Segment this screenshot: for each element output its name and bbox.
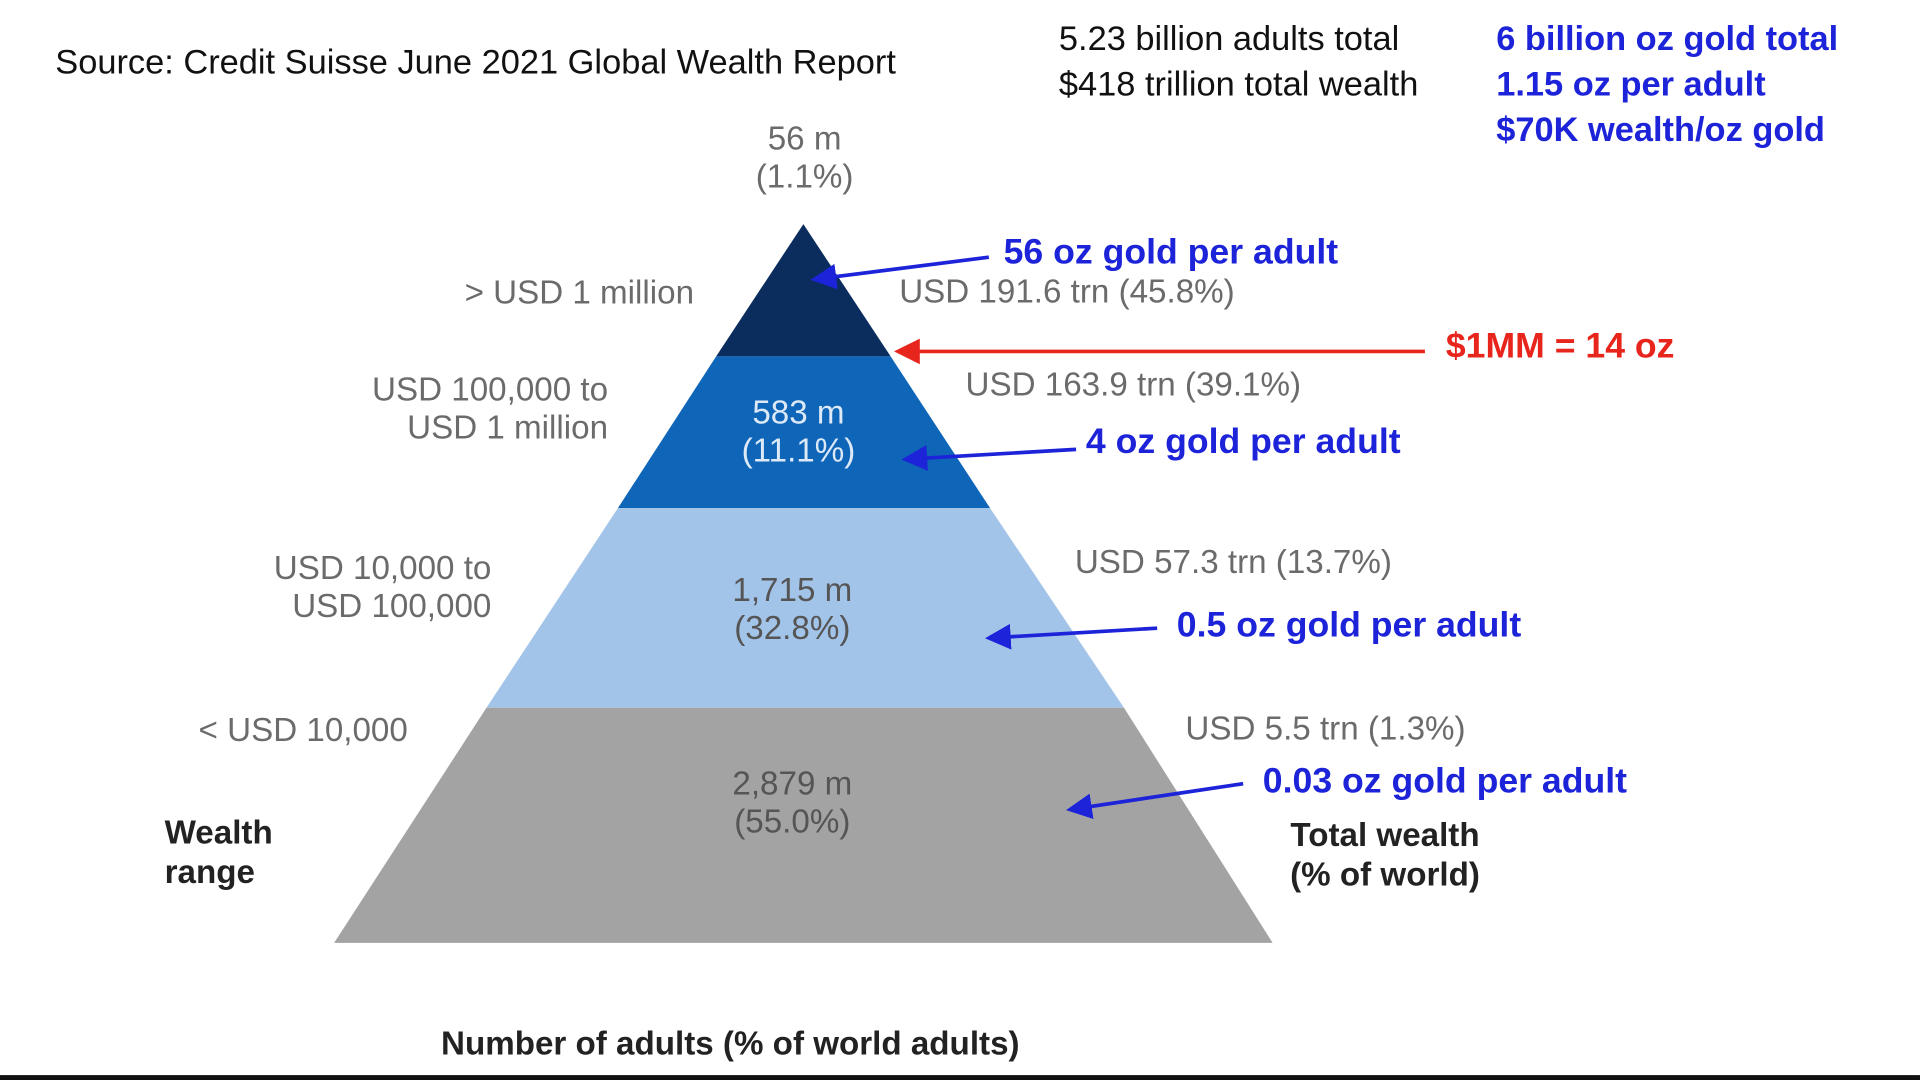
- tier-4-count: 2,879 m (55.0%): [700, 765, 884, 842]
- tier-1-wealth: USD 191.6 trn (45.8%): [899, 273, 1235, 310]
- tier-1-range: > USD 1 million: [369, 274, 695, 312]
- threshold-note: $1MM = 14 oz: [1445, 326, 1675, 367]
- total-wealth: $418 trillion total wealth: [1058, 64, 1419, 103]
- tier-3-band: [486, 508, 1124, 708]
- tier-3-wealth: USD 57.3 trn (13.7%): [1074, 543, 1392, 581]
- wealth-range-line-2: range: [164, 853, 255, 891]
- tier-1-range-line-1: > USD 1 million: [464, 274, 695, 312]
- tier-3-count: 1,715 m (32.8%): [700, 572, 884, 649]
- total-wealth-axis-label: Total wealth (% of world): [1265, 816, 1505, 895]
- source-text: Source: Credit Suisse June 2021 Global W…: [55, 42, 896, 81]
- gold-per-adult: 1.15 oz per adult: [1496, 64, 1766, 103]
- arrow-tier-4: [1066, 781, 1244, 820]
- tier-1-gold-note: 56 oz gold per adult: [1003, 232, 1339, 272]
- wealth-range-axis-label: Wealth range: [165, 813, 273, 892]
- tier-1-count: 56 m (1.1%): [737, 120, 872, 197]
- totals-block: 5.23 billion adults total $418 trillion …: [1059, 17, 1418, 107]
- tier-2-band: [617, 356, 991, 509]
- gold-stats-block: 6 billion oz gold total 1.15 oz per adul…: [1496, 17, 1838, 153]
- tier-3-range-line-1: USD 10,000 to: [273, 549, 492, 587]
- gold-total: 6 billion oz gold total: [1496, 19, 1839, 58]
- tier-2-range: USD 100,000 to USD 1 million: [246, 371, 608, 448]
- arrow-tier-2: [901, 445, 1077, 471]
- tier-4-share: (55.0%): [734, 803, 851, 841]
- wealth-per-oz: $70K wealth/oz gold: [1496, 110, 1825, 149]
- tier-4-wealth: USD 5.5 trn (1.3%): [1185, 710, 1466, 747]
- tier-4-range-line-1: < USD 10,000: [198, 711, 408, 749]
- bottom-rule: [0, 1075, 1920, 1080]
- tier-2-range-line-2: USD 1 million: [407, 409, 609, 447]
- arrow-tier-3: [984, 623, 1158, 650]
- adults-axis-label: Number of adults (% of world adults): [440, 1024, 1020, 1062]
- tier-4-band: [334, 707, 1273, 943]
- tier-1-band: [716, 224, 891, 357]
- tier-4-adults: 2,879 m: [732, 765, 853, 803]
- total-wealth-line-2: (% of world): [1290, 856, 1480, 894]
- wealth-range-line-1: Wealth: [164, 814, 273, 852]
- tier-4-range: < USD 10,000: [123, 711, 408, 749]
- tier-2-adults: 583 m: [752, 394, 845, 432]
- arrow-tier-1: [810, 255, 990, 290]
- tier-3-gold-note: 0.5 oz gold per adult: [1176, 606, 1522, 646]
- tier-4-gold-note: 0.03 oz gold per adult: [1262, 761, 1628, 801]
- total-adults: 5.23 billion adults total: [1058, 19, 1400, 58]
- total-wealth-line-1: Total wealth: [1290, 816, 1480, 854]
- tier-2-range-line-1: USD 100,000 to: [372, 371, 609, 408]
- tier-3-share: (32.8%): [734, 610, 851, 647]
- tier-2-count: 583 m (11.1%): [712, 394, 884, 471]
- tier-1-share: (1.1%): [755, 158, 854, 196]
- tier-3-range: USD 10,000 to USD 100,000: [184, 549, 492, 627]
- tier-2-wealth: USD 163.9 trn (39.1%): [965, 366, 1302, 403]
- tier-3-adults: 1,715 m: [732, 571, 853, 609]
- tier-2-share: (11.1%): [741, 432, 856, 470]
- tier-2-gold-note: 4 oz gold per adult: [1085, 422, 1401, 462]
- tier-1-adults: 56 m: [767, 120, 842, 157]
- tier-3-range-line-2: USD 100,000: [292, 588, 492, 625]
